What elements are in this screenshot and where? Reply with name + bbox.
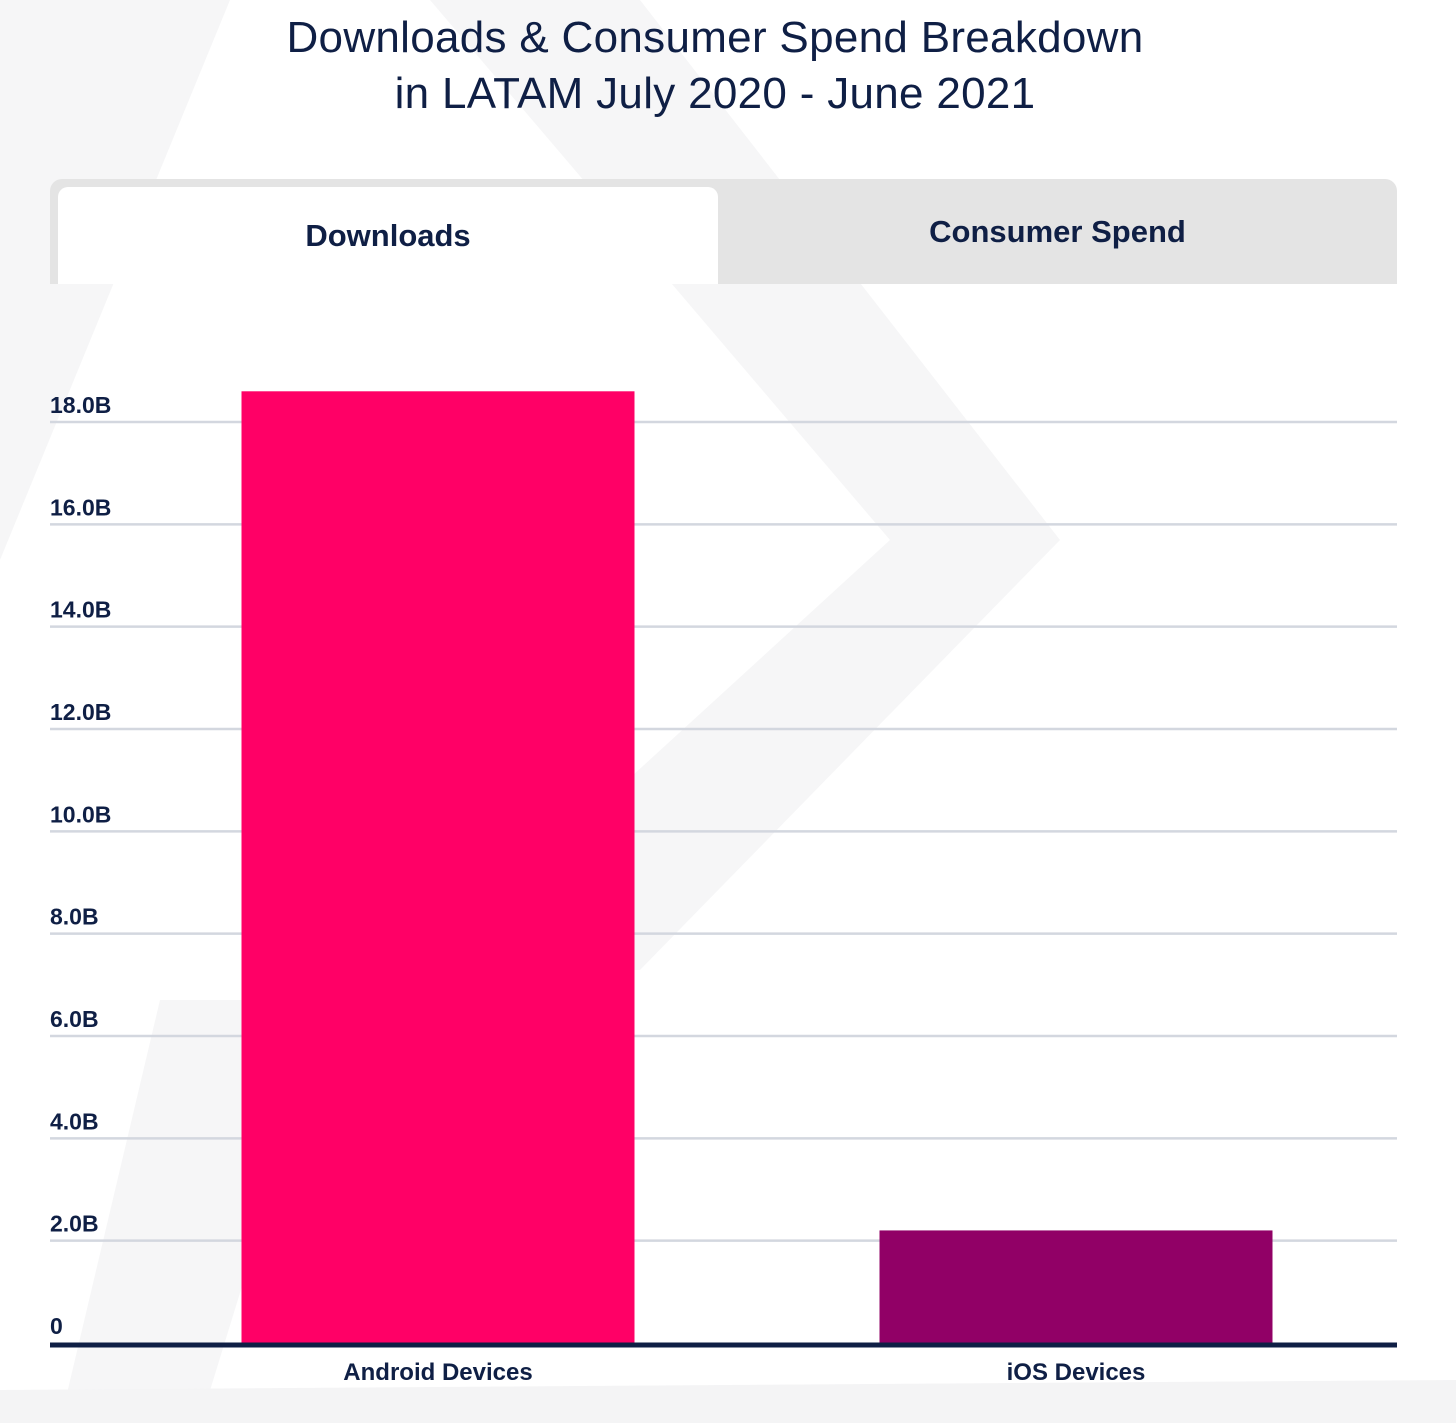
- y-tick-label: 14.0B: [50, 597, 111, 623]
- bars: [241, 391, 1273, 1343]
- y-tick-label: 8.0B: [50, 904, 99, 930]
- x-category-label: iOS Devices: [1007, 1359, 1146, 1386]
- chart-title-line-2: in LATAM July 2020 - June 2021: [394, 69, 1036, 118]
- tab-consumer-spend[interactable]: Consumer Spend: [929, 213, 1186, 249]
- y-tick-label: 4.0B: [50, 1108, 99, 1134]
- bar-android-devices: [241, 391, 635, 1343]
- y-tick-label: 6.0B: [50, 1006, 99, 1032]
- x-axis-labels: Android Devices iOS Devices: [343, 1359, 1145, 1386]
- chart-title-line-1: Downloads & Consumer Spend Breakdown: [286, 13, 1144, 62]
- x-category-label: Android Devices: [343, 1359, 532, 1386]
- y-axis-labels: 0 2.0B 4.0B 6.0B 8.0B 10.0B 12.0B 14.0B 16.0B 18.…: [50, 392, 111, 1339]
- chart-title: Downloads & Consumer Spend Breakdown in …: [0, 10, 1430, 122]
- y-tick-label: 12.0B: [50, 699, 111, 725]
- tab-downloads[interactable]: Downloads: [58, 187, 718, 284]
- y-tick-label: 16.0B: [50, 494, 111, 520]
- bar-ios-devices: [879, 1230, 1273, 1343]
- y-tick-label: 10.0B: [50, 801, 111, 827]
- y-tick-label: 2.0B: [50, 1211, 99, 1237]
- y-tick-label: 18.0B: [50, 392, 111, 418]
- tab-bar: Downloads Consumer Spend: [50, 179, 1397, 284]
- y-tick-label: 0: [50, 1313, 63, 1339]
